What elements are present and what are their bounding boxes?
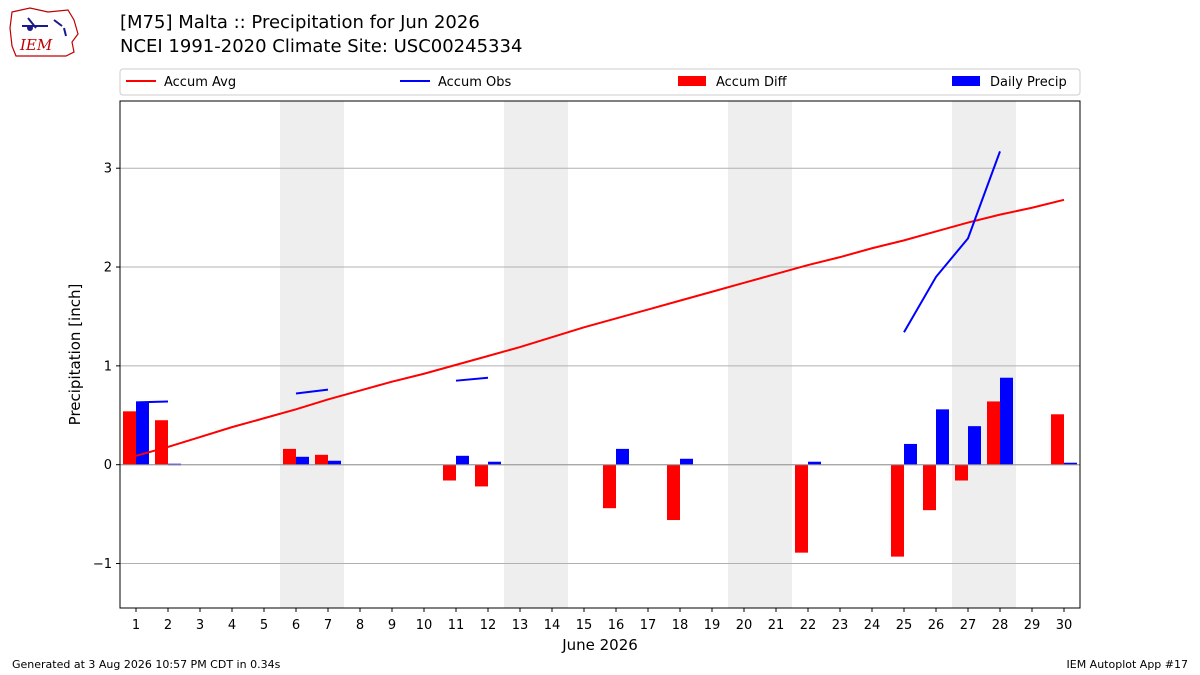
plot-frame bbox=[119, 100, 1081, 609]
accum-diff-bar bbox=[987, 401, 1000, 465]
x-tick-label: 8 bbox=[356, 618, 364, 633]
accum-diff-bar bbox=[155, 420, 168, 465]
x-tick-label: 19 bbox=[704, 618, 721, 633]
x-tick-label: 14 bbox=[544, 618, 561, 633]
x-tick-label: 21 bbox=[768, 618, 785, 633]
x-tick-label: 27 bbox=[960, 618, 977, 633]
x-tick-label: 15 bbox=[576, 618, 593, 633]
daily-precip-bar bbox=[808, 461, 821, 465]
chart-title: [M75] Malta :: Precipitation for Jun 202… bbox=[120, 12, 480, 33]
accum-diff-bar bbox=[443, 464, 456, 481]
legend-accum-obs-label: Accum Obs bbox=[438, 75, 511, 90]
accum-diff-bar bbox=[955, 464, 968, 481]
x-tick-label: 11 bbox=[448, 618, 465, 633]
daily-precip-bar bbox=[488, 461, 501, 465]
x-tick-label: 29 bbox=[1024, 618, 1041, 633]
x-tick-label: 18 bbox=[672, 618, 689, 633]
logo-text: IEM bbox=[19, 36, 53, 54]
weekend-band bbox=[952, 101, 1016, 608]
x-axis-label: June 2026 bbox=[561, 636, 638, 654]
x-tick-label: 7 bbox=[324, 618, 332, 633]
autoplot-app-label: IEM Autoplot App #17 bbox=[1066, 658, 1189, 671]
x-tick-label: 2 bbox=[164, 618, 172, 633]
daily-precip-bar bbox=[296, 456, 309, 465]
daily-precip-bar bbox=[136, 402, 149, 465]
accum-obs-line bbox=[903, 151, 1001, 333]
x-tick-label: 5 bbox=[260, 618, 268, 633]
x-tick-label: 6 bbox=[292, 618, 300, 633]
accum-obs-line bbox=[455, 376, 489, 382]
x-tick-label: 1 bbox=[132, 618, 140, 633]
x-tick-label: 30 bbox=[1056, 618, 1073, 633]
daily-precip-bar bbox=[936, 409, 949, 465]
legend-accum-diff-label: Accum Diff bbox=[716, 75, 788, 90]
y-tick-label: −1 bbox=[93, 557, 112, 572]
y-tick-label: 3 bbox=[104, 162, 112, 177]
accum-diff-bar bbox=[795, 464, 808, 553]
accum-diff-bar bbox=[283, 448, 296, 465]
daily-precip-bar bbox=[680, 458, 693, 465]
legend-accum-avg-label: Accum Avg bbox=[164, 75, 236, 90]
legend-box bbox=[119, 68, 1081, 96]
legend-accum-diff-swatch bbox=[678, 76, 706, 86]
x-tick-label: 13 bbox=[512, 618, 529, 633]
x-tick-label: 17 bbox=[640, 618, 657, 633]
x-tick-label: 28 bbox=[992, 618, 1009, 633]
accum-avg-line bbox=[135, 198, 1065, 457]
weekend-band bbox=[280, 101, 344, 608]
accum-diff-bar bbox=[1051, 414, 1064, 465]
daily-precip-bar bbox=[1064, 462, 1077, 465]
weekend-band bbox=[728, 101, 792, 608]
daily-precip-bar bbox=[968, 426, 981, 465]
x-tick-label: 10 bbox=[416, 618, 433, 633]
x-tick-label: 9 bbox=[388, 618, 396, 633]
y-axis-label: Precipitation [inch] bbox=[66, 284, 84, 426]
accum-obs-line bbox=[135, 400, 169, 404]
x-tick-label: 22 bbox=[800, 618, 817, 633]
daily-precip-bar bbox=[616, 448, 629, 465]
plot-area bbox=[120, 101, 1080, 608]
daily-precip-bar bbox=[904, 443, 917, 465]
x-tick-label: 4 bbox=[228, 618, 236, 633]
weekend-band bbox=[504, 101, 568, 608]
x-tick-label: 25 bbox=[896, 618, 913, 633]
daily-precip-bar bbox=[328, 460, 341, 465]
accum-obs-line bbox=[295, 388, 329, 395]
y-tick-label: 2 bbox=[104, 261, 112, 276]
x-tick-label: 20 bbox=[736, 618, 753, 633]
chart-subtitle: NCEI 1991-2020 Climate Site: USC00245334 bbox=[120, 36, 523, 57]
x-tick-label: 23 bbox=[832, 618, 849, 633]
x-tick-label: 12 bbox=[480, 618, 497, 633]
x-tick-label: 26 bbox=[928, 618, 945, 633]
accum-diff-bar bbox=[315, 454, 328, 465]
accum-diff-bar bbox=[123, 411, 136, 465]
y-tick-label: 0 bbox=[104, 458, 112, 473]
y-tick-label: 1 bbox=[104, 359, 112, 374]
accum-diff-bar bbox=[603, 464, 616, 509]
legend-daily-precip-swatch bbox=[952, 76, 980, 86]
accum-diff-bar bbox=[667, 464, 680, 521]
x-tick-label: 24 bbox=[864, 618, 881, 633]
accum-diff-bar bbox=[923, 464, 936, 511]
accum-diff-bar bbox=[475, 464, 488, 487]
generated-timestamp: Generated at 3 Aug 2026 10:57 PM CDT in … bbox=[12, 658, 281, 671]
legend-daily-precip-label: Daily Precip bbox=[990, 75, 1067, 90]
accum-diff-bar bbox=[891, 464, 904, 557]
x-tick-label: 3 bbox=[196, 618, 204, 633]
daily-precip-bar bbox=[456, 455, 469, 465]
x-tick-label: 16 bbox=[608, 618, 625, 633]
iem-logo-icon: IEM bbox=[9, 7, 79, 57]
daily-precip-bar bbox=[1000, 377, 1013, 465]
